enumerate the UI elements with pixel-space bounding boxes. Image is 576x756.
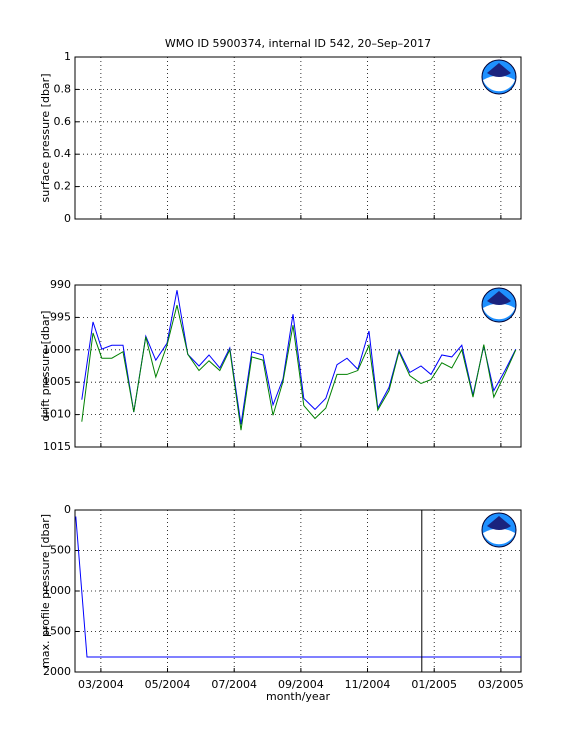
x-tick-label: 05/2004 xyxy=(145,678,191,691)
y-axis-label: max. profile pressure [dbar] xyxy=(39,514,52,668)
y-tick-label: 990 xyxy=(50,278,71,291)
data-line xyxy=(75,516,521,658)
y-tick-label: 0 xyxy=(64,212,71,225)
noaa-logo xyxy=(481,59,517,95)
y-tick-label: 1 xyxy=(64,50,71,63)
noaa-logo xyxy=(481,287,517,323)
logo-wave xyxy=(483,303,515,320)
y-tick-label: 1000 xyxy=(43,584,71,597)
y-tick-label: 0 xyxy=(64,503,71,516)
logo-bird xyxy=(487,291,511,305)
plot-frame xyxy=(74,509,522,673)
y-tick-label: 0.8 xyxy=(54,82,72,95)
y-tick-label: 1005 xyxy=(43,375,71,388)
data-line xyxy=(81,304,517,431)
x-axis-label: month/year xyxy=(266,690,330,703)
chart-title: WMO ID 5900374, internal ID 542, 20–Sep–… xyxy=(165,37,431,50)
y-tick-label: 0.4 xyxy=(54,147,72,160)
y-tick-label: 995 xyxy=(50,310,71,323)
y-tick-label: 0.2 xyxy=(54,180,72,193)
logo-bird xyxy=(487,516,511,530)
data-line xyxy=(81,290,517,425)
y-tick-label: 1015 xyxy=(43,440,71,453)
x-tick-label: 01/2005 xyxy=(411,678,457,691)
y-tick-label: 1010 xyxy=(43,408,71,421)
y-tick-label: 2000 xyxy=(43,665,71,678)
plot-frame xyxy=(74,284,522,448)
x-tick-label: 03/2005 xyxy=(478,678,524,691)
logo-wave xyxy=(483,528,515,545)
x-tick-label: 09/2004 xyxy=(278,678,324,691)
noaa-logo xyxy=(481,512,517,548)
y-tick-label: 1000 xyxy=(43,343,71,356)
logo-bird xyxy=(487,63,511,77)
x-tick-label: 11/2004 xyxy=(345,678,391,691)
y-tick-label: 0.6 xyxy=(54,115,72,128)
plot-frame xyxy=(74,56,522,220)
x-tick-label: 07/2004 xyxy=(211,678,257,691)
y-tick-label: 500 xyxy=(50,544,71,557)
y-axis-label: surface pressure [dbar] xyxy=(39,74,52,203)
y-tick-label: 1500 xyxy=(43,625,71,638)
logo-wave xyxy=(483,75,515,92)
y-axis-label: drift pressure [dbar] xyxy=(39,311,52,422)
x-tick-label: 03/2004 xyxy=(78,678,124,691)
